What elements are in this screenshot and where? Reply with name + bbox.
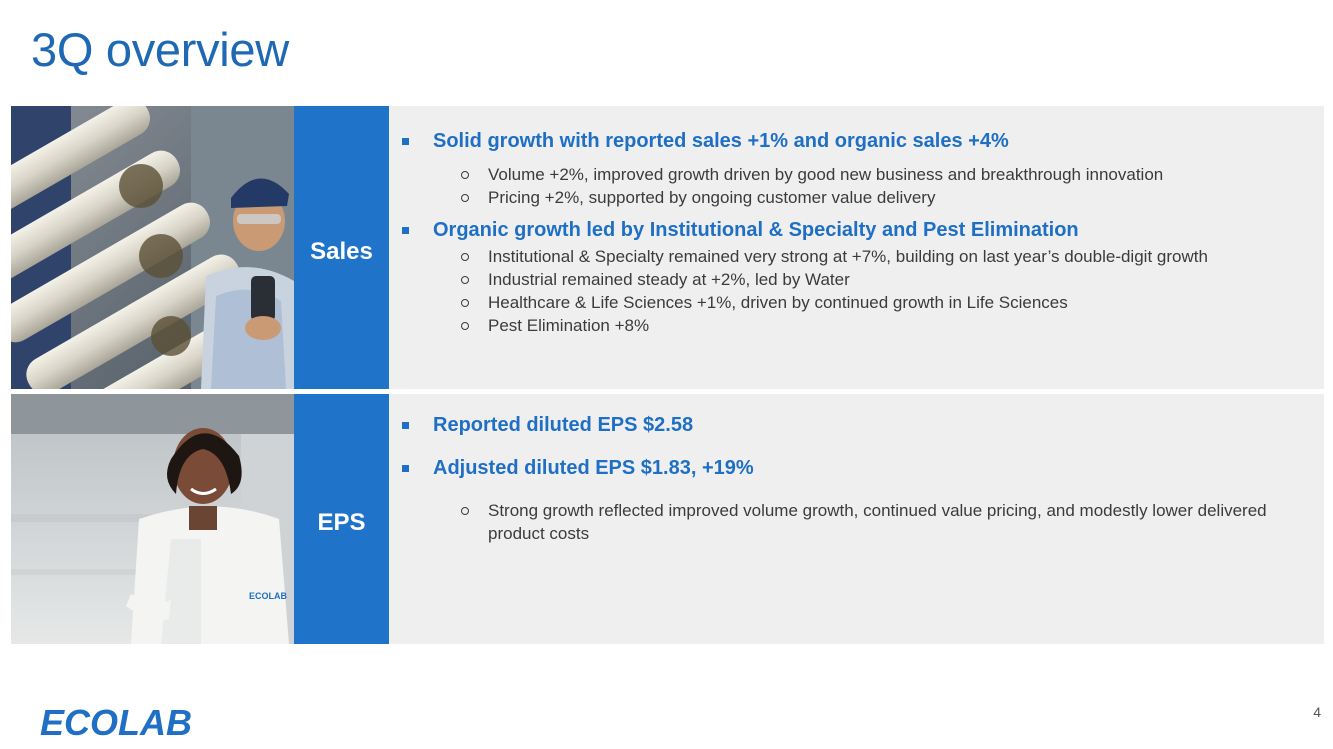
sub-bullet-item: Volume +2%, improved growth driven by go… — [461, 165, 1163, 186]
circle-bullet-icon — [461, 507, 469, 515]
circle-bullet-icon — [461, 253, 469, 261]
bullet-item: Organic growth led by Institutional & Sp… — [401, 219, 1079, 242]
bullet-text: Adjusted diluted EPS $1.83, +19% — [433, 457, 754, 479]
sales-content: Solid growth with reported sales +1% and… — [401, 106, 1324, 389]
sub-bullet-text: Strong growth reflected improved volume … — [488, 501, 1267, 543]
square-bullet-icon — [402, 465, 409, 472]
sub-bullet-item: Pricing +2%, supported by ongoing custom… — [461, 188, 935, 209]
sub-bullet-item: Strong growth reflected improved volume … — [461, 501, 1311, 545]
sub-bullet-text: Institutional & Specialty remained very … — [488, 247, 1208, 266]
square-bullet-icon — [402, 138, 409, 145]
square-bullet-icon — [402, 422, 409, 429]
sub-bullet-item: Pest Elimination +8% — [461, 316, 649, 337]
sub-bullet-item: Industrial remained steady at +2%, led b… — [461, 270, 850, 291]
circle-bullet-icon — [461, 194, 469, 202]
sub-bullet-text: Pricing +2%, supported by ongoing custom… — [488, 188, 936, 207]
square-bullet-icon — [402, 227, 409, 234]
bullet-item: Reported diluted EPS $2.58 — [401, 414, 693, 437]
sub-bullet-item: Institutional & Specialty remained very … — [461, 247, 1208, 268]
eps-label: EPS — [317, 509, 366, 536]
technician-photo-illustration — [11, 106, 294, 389]
bullet-item: Adjusted diluted EPS $1.83, +19% — [401, 457, 754, 480]
circle-bullet-icon — [461, 276, 469, 284]
sales-section: Sales Solid growth with reported sales +… — [11, 106, 1324, 389]
sales-label-box: Sales — [294, 106, 389, 389]
eps-content: Reported diluted EPS $2.58 Adjusted dilu… — [401, 394, 1324, 644]
bullet-text: Solid growth with reported sales +1% and… — [433, 130, 1009, 152]
bullet-text: Reported diluted EPS $2.58 — [433, 414, 694, 436]
ecolab-logo: ECOLAB — [40, 702, 192, 743]
sales-label: Sales — [310, 237, 373, 265]
eps-label-box: EPS — [294, 394, 389, 644]
sub-bullet-text: Volume +2%, improved growth driven by go… — [488, 165, 1164, 184]
eps-photo: ECOLAB — [11, 394, 294, 644]
sales-photo — [11, 106, 294, 389]
slide-title: 3Q overview — [31, 23, 289, 76]
sub-bullet-text: Healthcare & Life Sciences +1%, driven b… — [488, 293, 1068, 312]
circle-bullet-icon — [461, 322, 469, 330]
sub-bullet-item: Healthcare & Life Sciences +1%, driven b… — [461, 293, 1068, 314]
sub-bullet-text: Pest Elimination +8% — [488, 316, 650, 335]
page-number: 4 — [1313, 704, 1321, 720]
eps-section: ECOLAB EPS Reported diluted EPS $2.58 Ad… — [11, 394, 1324, 644]
employee-photo-illustration: ECOLAB — [11, 394, 294, 644]
svg-text:ECOLAB: ECOLAB — [249, 591, 288, 601]
circle-bullet-icon — [461, 171, 469, 179]
bullet-item: Solid growth with reported sales +1% and… — [401, 130, 1009, 153]
circle-bullet-icon — [461, 299, 469, 307]
bullet-text: Organic growth led by Institutional & Sp… — [433, 219, 1079, 241]
sub-bullet-text: Industrial remained steady at +2%, led b… — [488, 270, 850, 289]
